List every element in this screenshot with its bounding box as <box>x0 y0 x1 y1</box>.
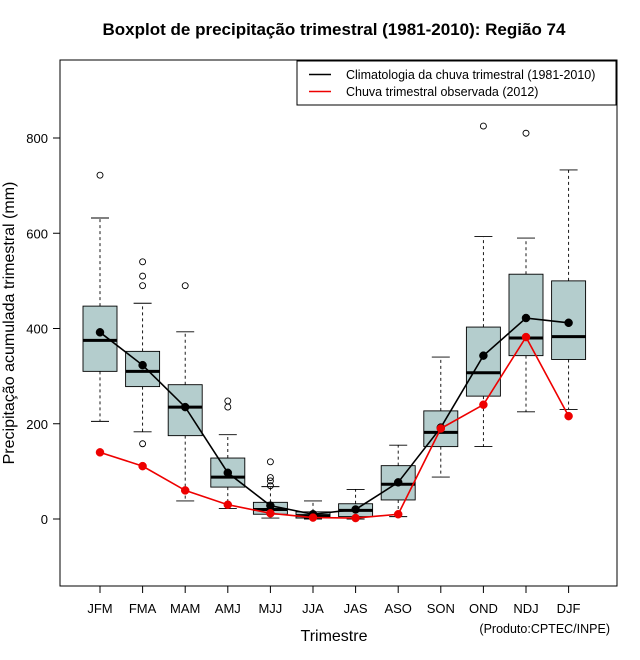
observed-point-mjj <box>266 509 275 518</box>
boxplot-ndj <box>508 129 544 413</box>
boxplot-son <box>423 356 459 478</box>
outlier-point <box>266 458 274 466</box>
x-axis-label: Trimestre <box>301 628 368 645</box>
outlier-point <box>224 403 232 411</box>
x-tick-label: DJF <box>557 601 581 616</box>
outlier-point <box>96 171 104 179</box>
y-tick-label: 400 <box>26 322 48 337</box>
observed-point-jja <box>308 513 318 522</box>
observed-point-jfm <box>95 448 105 457</box>
y-tick-label: 600 <box>26 226 48 241</box>
outlier-point <box>139 440 147 448</box>
outlier-point <box>181 282 189 290</box>
climatology-point-ndj <box>521 313 531 323</box>
climatology-point-ond <box>479 351 488 360</box>
observed-point-aso <box>393 509 403 519</box>
credit-note: (Produto:CPTEC/INPE) <box>479 622 610 636</box>
observed-point-mam <box>180 486 190 495</box>
outlier-point <box>266 477 274 485</box>
outlier-point <box>139 272 147 280</box>
boxes-layer <box>82 122 587 520</box>
outlier-point <box>224 397 232 405</box>
boxplot-mam <box>167 282 203 502</box>
climatology-point-mjj <box>266 501 275 510</box>
observed-point-amj <box>223 500 233 509</box>
outlier-point <box>139 282 147 290</box>
outlier-point <box>266 482 274 490</box>
x-tick-label: NDJ <box>513 601 538 616</box>
x-axis: JFM FMA MAM AMJ MJJ JJA JAS ASO SON OND NDJ DJF <box>87 585 581 616</box>
x-tick-label: JAS <box>344 601 368 616</box>
observed-point-djf <box>564 411 573 421</box>
legend-box <box>296 60 617 106</box>
boxplot-djf <box>551 169 587 410</box>
y-axis-label: Precipitação acumulada trimestral (mm) <box>1 182 18 465</box>
observed-point-jas <box>351 513 360 523</box>
observed-line <box>99 335 570 519</box>
observed-point-ndj <box>521 332 531 342</box>
legend-climatology: Climatologia da chuva trimestral (1981-2… <box>346 68 595 82</box>
climatology-point-aso <box>393 478 403 487</box>
y-tick-label: 200 <box>26 417 48 432</box>
climatology-point-fma <box>138 360 147 370</box>
y-axis: 0 200 400 600 800 <box>26 131 61 527</box>
y-tick-label: 800 <box>26 131 48 146</box>
climatology-point-amj <box>223 468 233 478</box>
series-observed <box>95 332 573 523</box>
observed-point-son <box>436 424 446 433</box>
outlier-point <box>479 122 487 130</box>
x-tick-label: ASO <box>384 601 411 616</box>
climatology-point-jfm <box>95 328 105 337</box>
x-tick-label: JFM <box>87 601 112 616</box>
x-tick-label: AMJ <box>215 601 241 616</box>
series-climatology <box>95 313 573 519</box>
box-iqr <box>465 326 501 397</box>
legend: Climatologia da chuva trimestral (1981-2… <box>296 60 617 106</box>
x-tick-label: MAM <box>170 601 200 616</box>
outlier-point <box>139 258 147 266</box>
chart-title: Boxplot de precipitação trimestral (1981… <box>103 20 566 39</box>
box-iqr <box>82 305 118 372</box>
x-tick-label: MJJ <box>258 601 282 616</box>
x-tick-label: JJA <box>302 601 324 616</box>
outlier-point <box>266 474 274 482</box>
series-layer <box>95 313 573 523</box>
boxplot-fma <box>125 258 161 448</box>
x-tick-label: SON <box>427 601 455 616</box>
outlier-point <box>522 129 530 137</box>
climatology-point-mam <box>180 402 190 412</box>
legend-observed: Chuva trimestral observada (2012) <box>346 85 538 99</box>
boxplot-ond <box>465 122 501 448</box>
climatology-line <box>99 317 569 516</box>
boxplot-jfm <box>82 171 118 422</box>
climatology-point-djf <box>564 318 573 328</box>
observed-point-fma <box>138 461 147 471</box>
x-tick-label: FMA <box>129 601 157 616</box>
y-tick-label: 0 <box>41 512 48 527</box>
x-tick-label: OND <box>469 601 498 616</box>
climatology-point-jas <box>351 505 360 514</box>
observed-point-ond <box>479 400 488 409</box>
